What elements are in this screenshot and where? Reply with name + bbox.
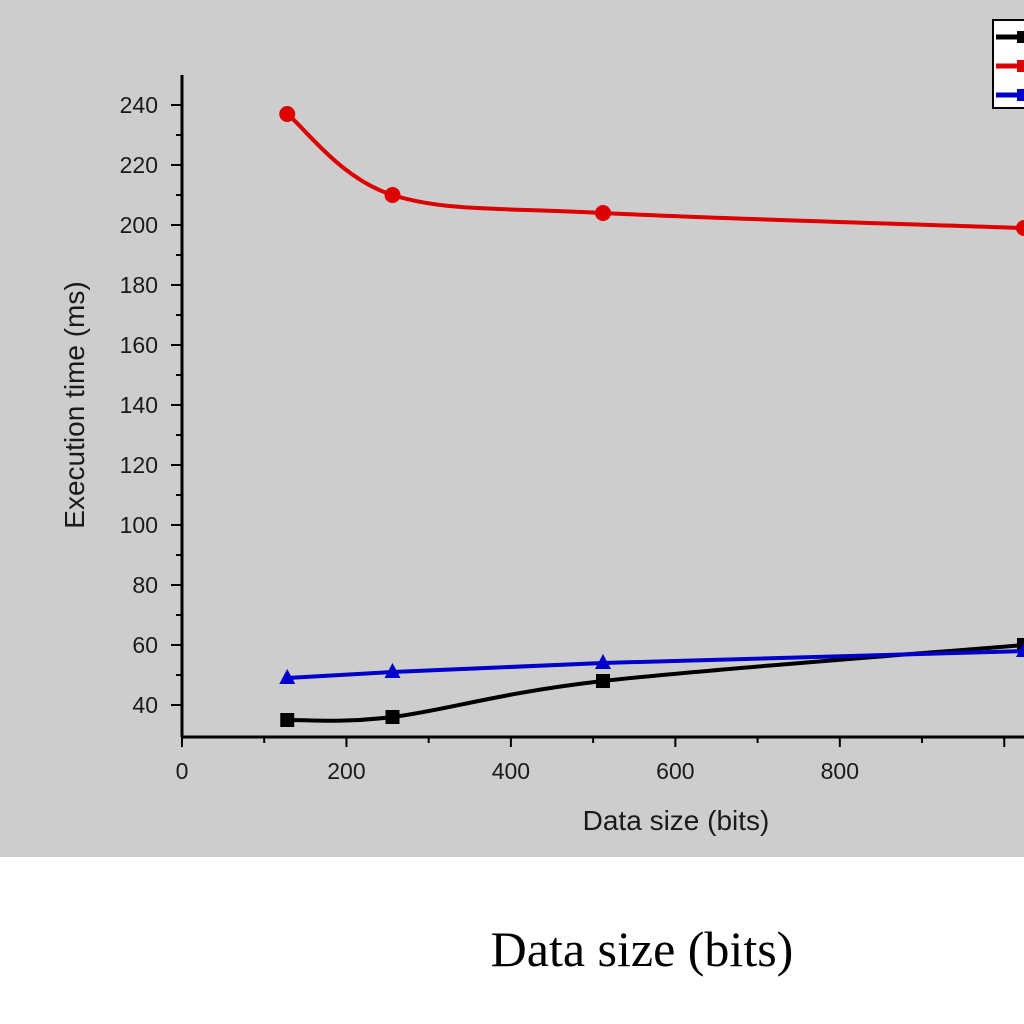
y-tick-label: 100 <box>120 512 158 538</box>
y-tick-label: 200 <box>120 212 158 238</box>
x-tick-label: 800 <box>821 758 859 784</box>
plot-panel: 40 60 80 100 120 140 160 180 200 220 240 0 200 400 600… <box>0 0 1024 857</box>
y-tick-label: 220 <box>120 152 158 178</box>
series-2-line <box>285 112 1024 230</box>
y-axis-title: Execution time (ms) <box>59 281 90 528</box>
series-layer <box>279 106 1024 727</box>
series-3-point <box>1016 642 1024 657</box>
x-tick-label: 0 <box>176 758 189 784</box>
x-tick-label: 600 <box>656 758 694 784</box>
series-1-point <box>1017 638 1024 652</box>
series-3-point <box>384 663 401 678</box>
y-tick-label: 120 <box>120 452 158 478</box>
legend-series-3-marker <box>1017 89 1024 101</box>
x-tick-label: 400 <box>492 758 530 784</box>
series-3-point <box>279 669 296 684</box>
legend-series-1-marker <box>1017 31 1024 43</box>
series-3-line <box>287 649 1024 680</box>
figure-caption: Data size (bits) <box>490 921 794 977</box>
axes: 40 60 80 100 120 140 160 180 200 220 240 0 200 400 600… <box>120 75 1024 784</box>
y-tick-label: 180 <box>120 272 158 298</box>
x-axis-title: Data size (bits) <box>583 805 770 836</box>
series-2-point <box>595 205 611 221</box>
series-2-point <box>279 106 296 122</box>
y-tick-label: 80 <box>132 572 158 598</box>
series-1-point <box>280 713 295 727</box>
series-1-point <box>385 710 400 724</box>
series-1-point <box>596 674 610 688</box>
y-tick-label: 160 <box>120 332 158 358</box>
series-1-line <box>287 643 1024 723</box>
y-tick-label: 40 <box>132 692 158 718</box>
legend <box>992 19 1024 109</box>
series-2-point <box>1016 220 1024 236</box>
legend-series-2-marker <box>1017 60 1024 72</box>
y-tick-label: 240 <box>120 92 158 118</box>
y-tick-label: 60 <box>132 632 158 658</box>
series-2-point <box>384 187 401 203</box>
x-tick-label: 200 <box>327 758 365 784</box>
line-chart: 40 60 80 100 120 140 160 180 200 220 240 0 200 400 600… <box>59 19 1024 836</box>
y-tick-label: 140 <box>120 392 158 418</box>
series-3-point <box>595 654 611 669</box>
